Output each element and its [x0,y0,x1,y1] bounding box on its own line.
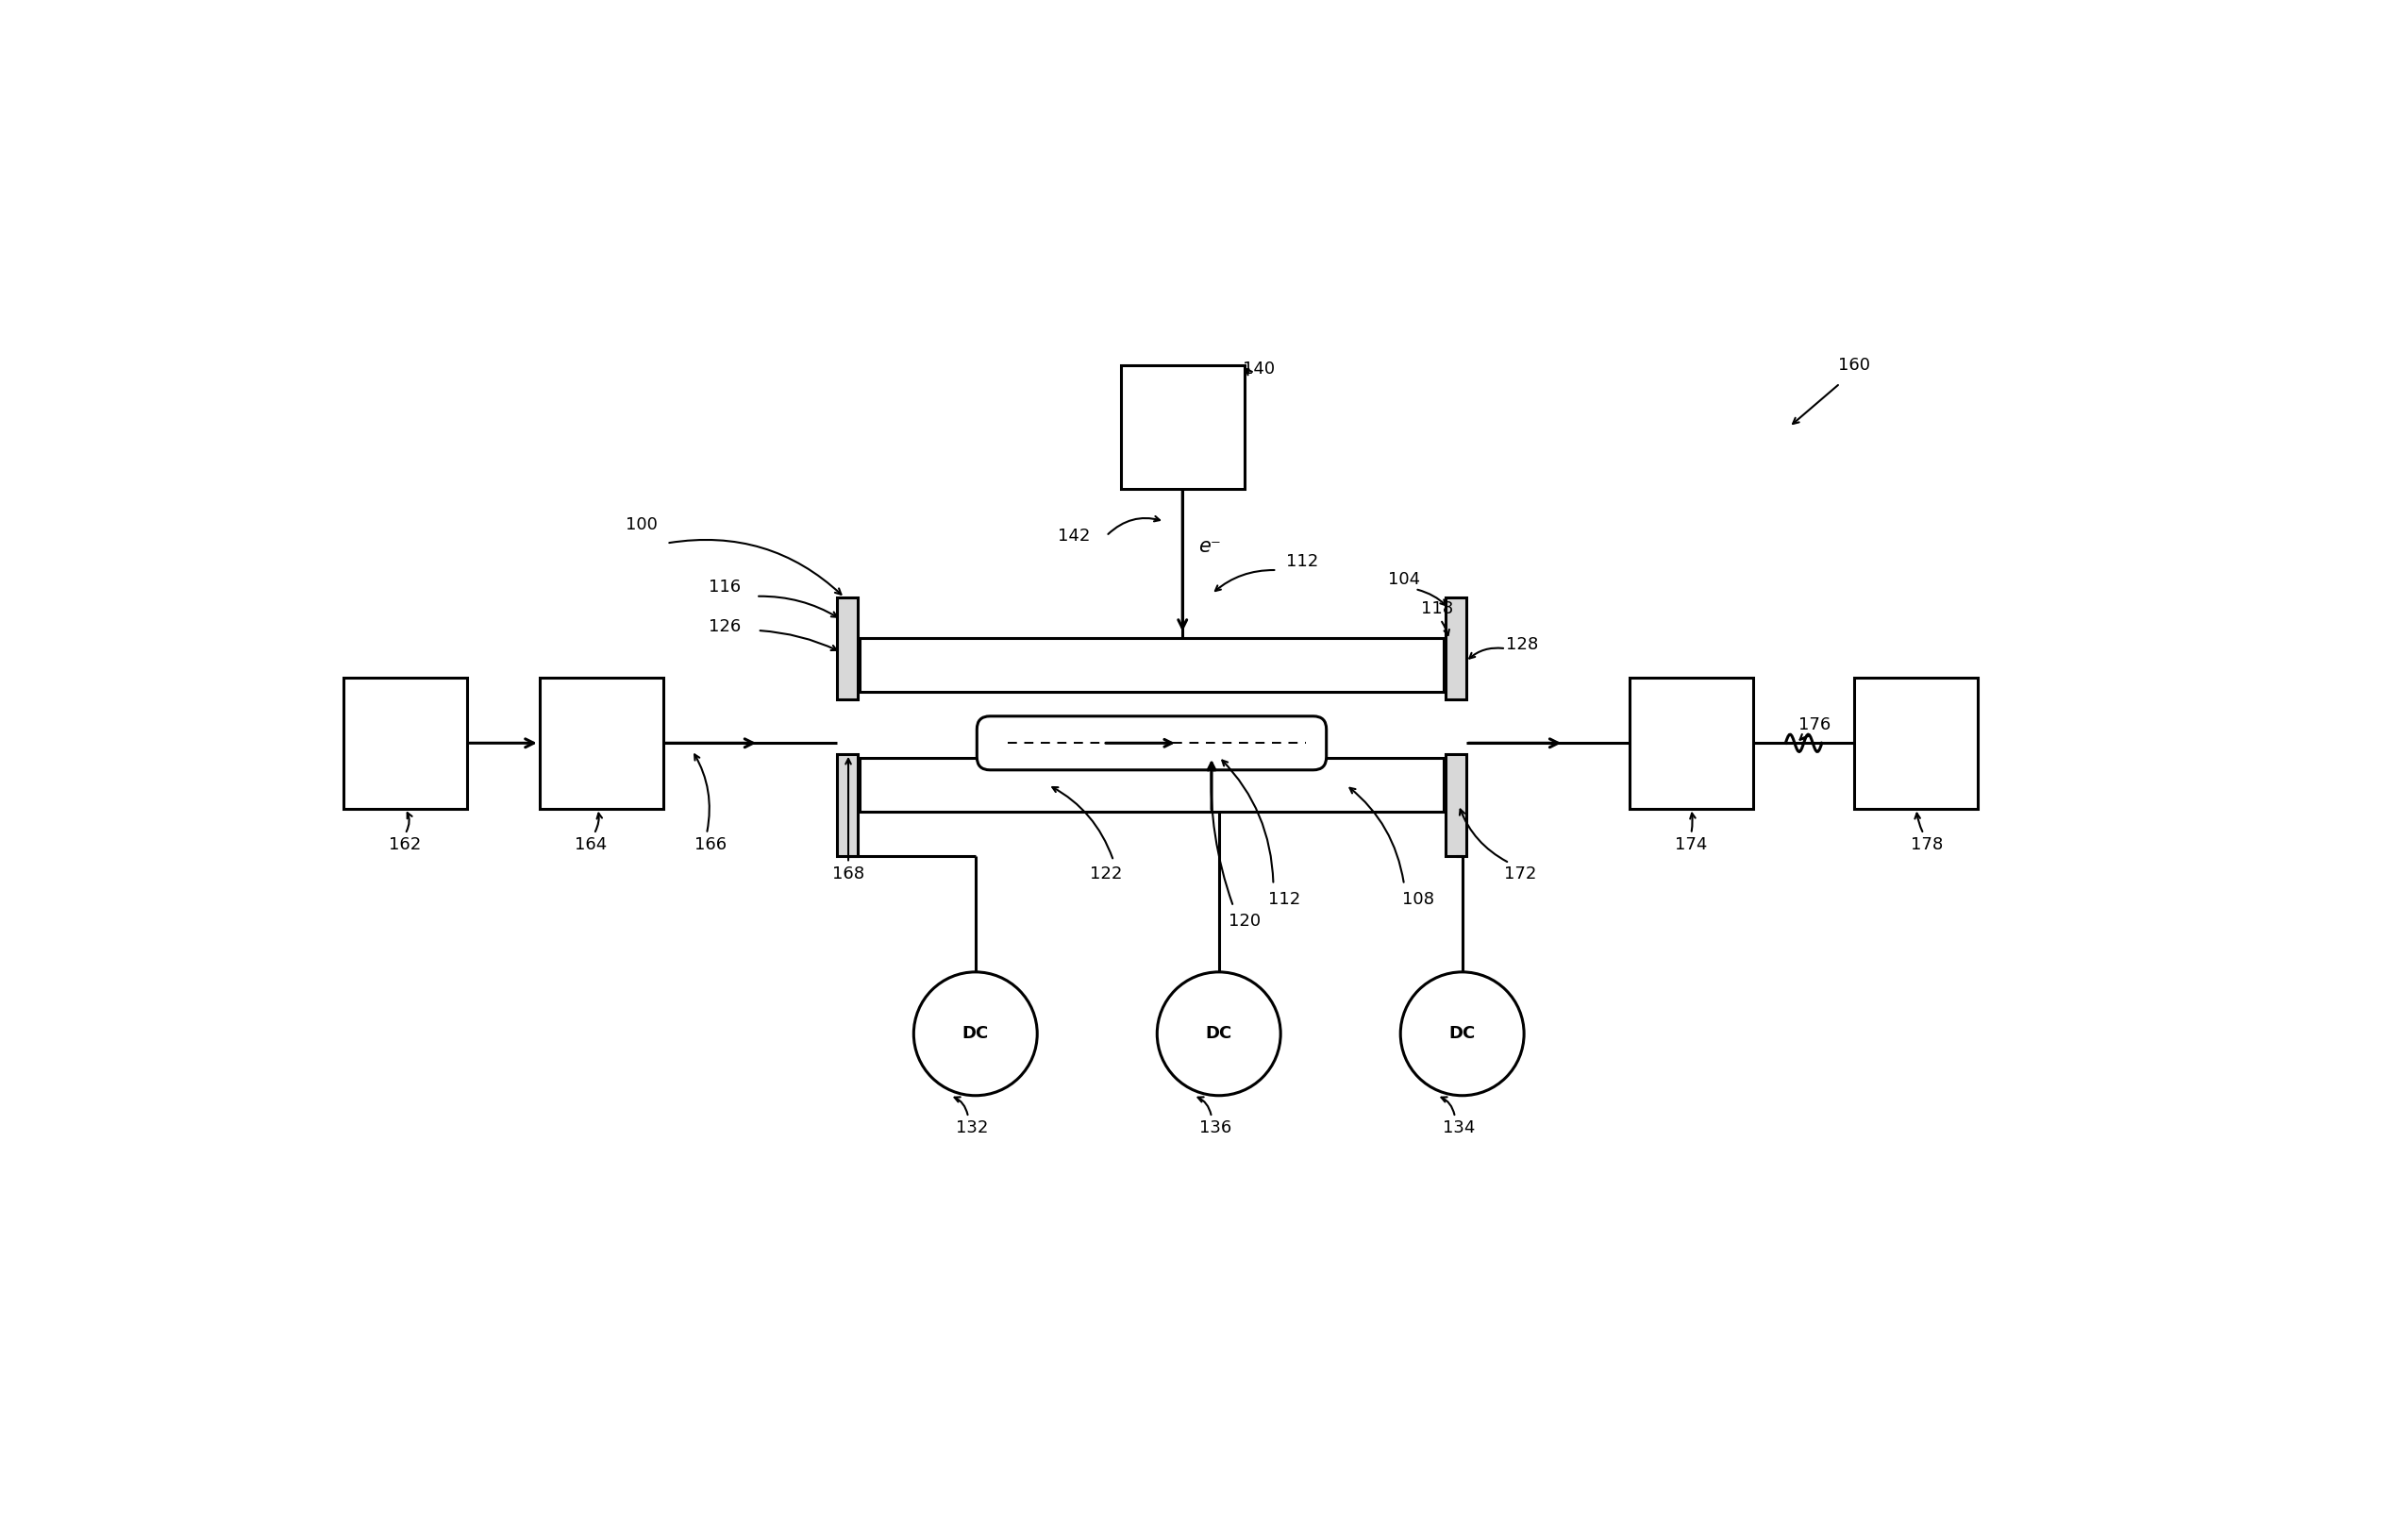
Bar [1445,598,1466,699]
Text: 162: 162 [390,836,421,853]
Text: 112: 112 [1286,553,1320,570]
Text: 126: 126 [708,618,742,635]
Text: 116: 116 [708,578,742,595]
Bar [1445,754,1466,856]
Bar [1630,677,1753,809]
Text: 174: 174 [1676,836,1707,853]
Bar [1854,677,1977,809]
Bar [838,598,857,699]
Text: 160: 160 [1840,356,1871,373]
Text: 112: 112 [1269,891,1300,908]
Text: 142: 142 [1057,528,1091,544]
Bar [344,677,467,809]
Text: 176: 176 [1799,717,1830,734]
Text: 172: 172 [1505,865,1536,882]
FancyBboxPatch shape [978,716,1327,771]
Text: 166: 166 [694,836,727,853]
Text: DC: DC [1450,1026,1476,1043]
Text: 168: 168 [833,865,864,882]
Circle shape [913,972,1038,1096]
Text: 164: 164 [573,836,607,853]
Text: 136: 136 [1199,1119,1230,1136]
Text: DC: DC [963,1026,990,1043]
Text: 100: 100 [626,517,657,534]
Text: 118: 118 [1421,601,1452,618]
Bar [838,754,857,856]
Circle shape [1158,972,1281,1096]
Text: e⁻: e⁻ [1199,537,1221,557]
Text: 128: 128 [1505,636,1539,653]
Text: 132: 132 [956,1119,987,1136]
Text: 140: 140 [1243,361,1274,378]
Text: 120: 120 [1228,913,1259,930]
Bar [860,757,1445,812]
Text: 178: 178 [1912,836,1943,853]
Text: 104: 104 [1387,570,1421,589]
Text: 122: 122 [1091,865,1122,882]
Text: DC: DC [1206,1026,1233,1043]
Text: 134: 134 [1442,1119,1474,1136]
Circle shape [1401,972,1524,1096]
Text: 108: 108 [1401,891,1435,908]
Bar [860,638,1445,693]
Bar [539,677,662,809]
Bar [1120,365,1245,489]
